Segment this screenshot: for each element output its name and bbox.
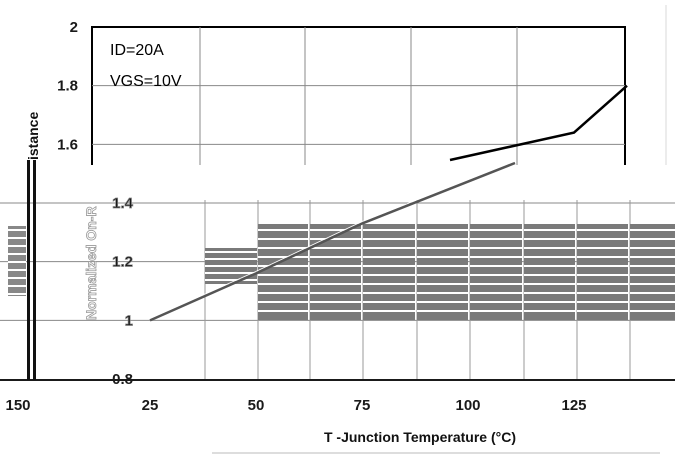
left-bar-2 [33, 160, 36, 380]
x-tick-label-0: 25 [142, 397, 159, 414]
x-tick-label-4: 125 [561, 397, 586, 414]
y-tick-label-top-0: 1.6 [57, 136, 78, 153]
y-axis-label-bottom: Normalized On-R [83, 206, 99, 320]
top-chart-panel: 1.6 1.8 2 ID=20A VGS=10V istance [25, 19, 628, 173]
y-axis-label-top: istance [25, 112, 41, 160]
bottom-chart-panel: 0.811.21.4 Normalized On-R [0, 160, 675, 388]
annotation-id: ID=20A [110, 42, 164, 59]
y-tick-label-top-2: 2 [70, 19, 78, 36]
bottom-series-highlight [149, 160, 516, 319]
left-bar-1 [27, 160, 30, 380]
bottom-series [149, 160, 516, 322]
top-series-line [449, 84, 628, 162]
plot-frame [91, 26, 626, 173]
x-tick-labels: 150 25 50 75 100 125 [5, 397, 586, 414]
x-tick-label-3: 100 [455, 397, 480, 414]
annotation-vgs: VGS=10V [110, 73, 182, 90]
x-tick-label-2: 75 [354, 397, 371, 414]
bottom-artifact-blocks [8, 224, 675, 320]
x-tick-left-edge: 150 [5, 397, 30, 414]
bottom-series-line [149, 161, 516, 322]
y-tick-label-bottom-2: 1.2 [112, 254, 133, 271]
x-tick-label-1: 50 [248, 397, 265, 414]
top-grid [92, 27, 625, 172]
y-tick-label-bottom-1: 1 [125, 312, 133, 329]
x-axis-label: T -Junction Temperature (°C) [324, 429, 516, 445]
bottom-y-ticks: 0.811.21.4 [112, 195, 134, 388]
top-y-ticks: 1.6 1.8 2 [57, 19, 78, 153]
y-tick-label-top-1: 1.8 [57, 78, 78, 95]
y-tick-label-bottom-3: 1.4 [112, 195, 134, 212]
